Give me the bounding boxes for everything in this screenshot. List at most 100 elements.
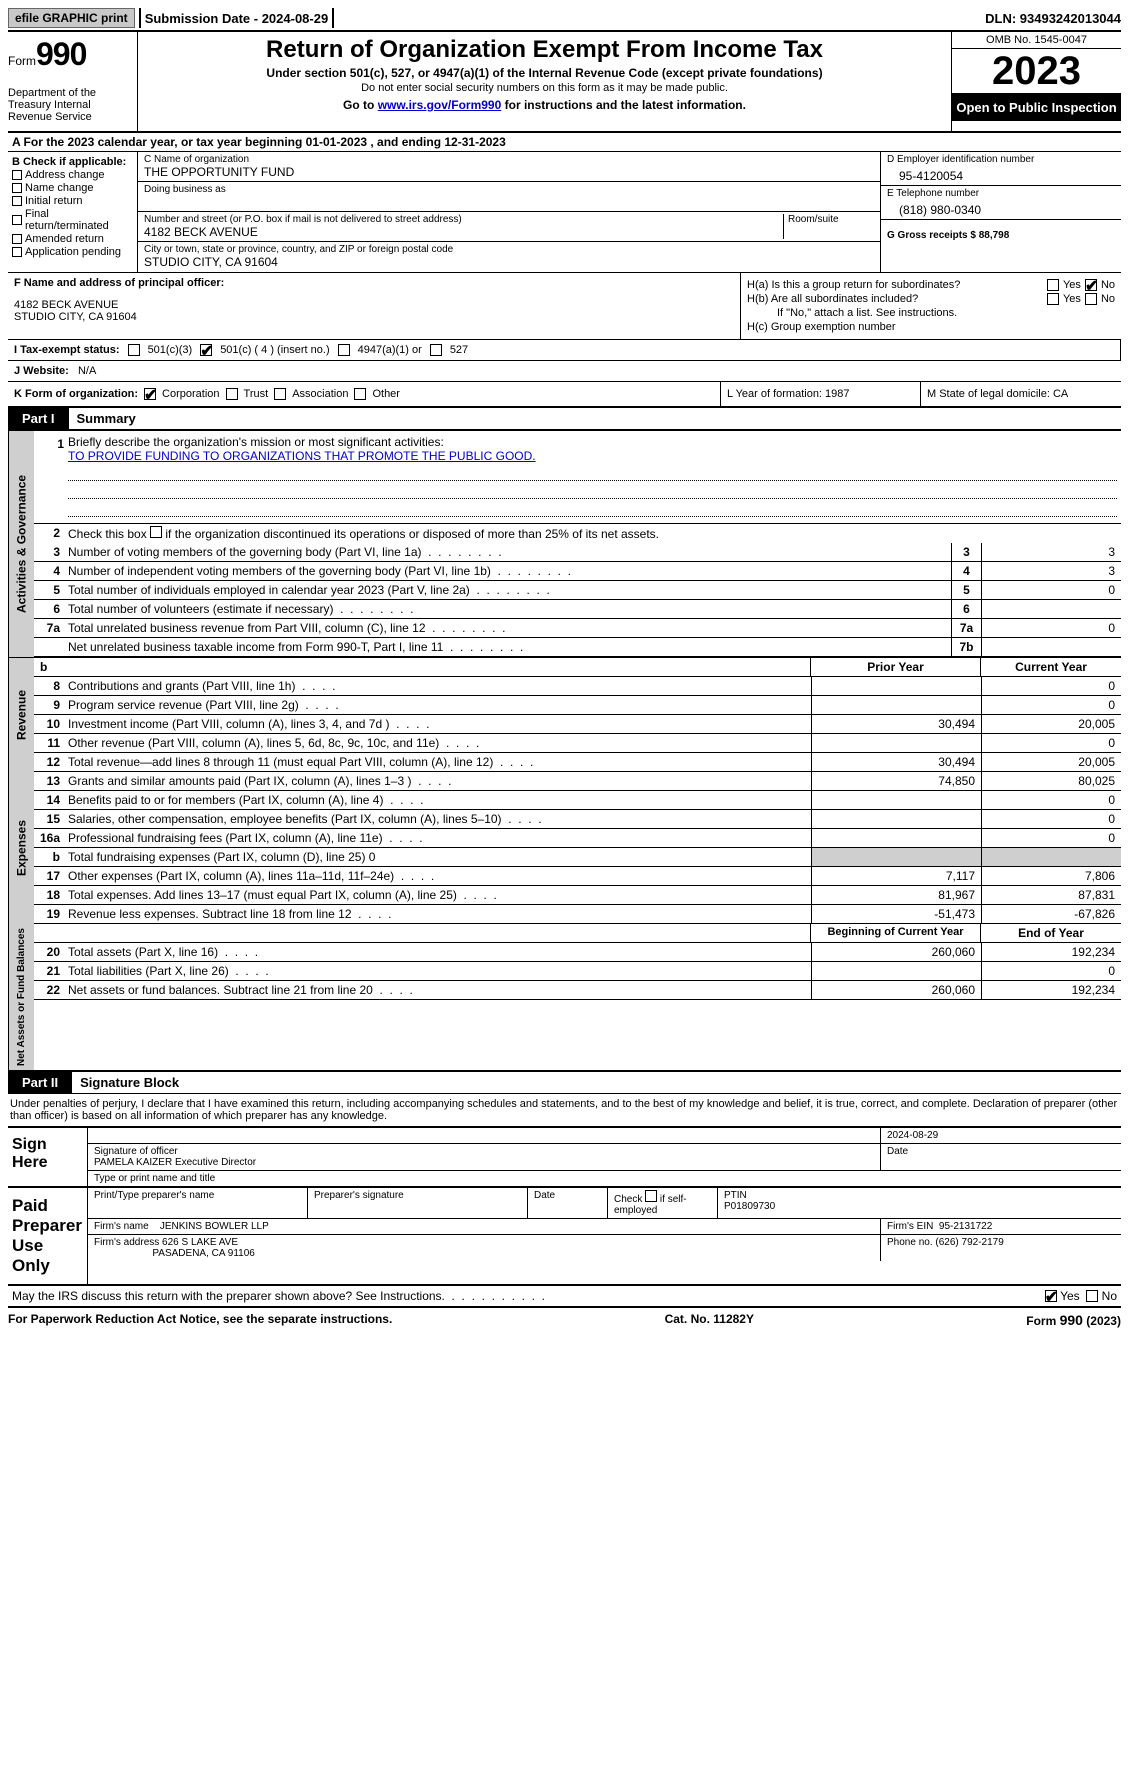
line-value: 3 bbox=[981, 562, 1121, 580]
data-line: 20Total assets (Part X, line 16) . . . .… bbox=[34, 943, 1121, 962]
prior-value: 260,060 bbox=[811, 943, 981, 961]
data-line: 10Investment income (Part VIII, column (… bbox=[34, 715, 1121, 734]
prior-value bbox=[811, 829, 981, 847]
state-domicile: M State of legal domicile: CA bbox=[921, 382, 1121, 406]
checkbox-icon[interactable] bbox=[12, 183, 22, 193]
prior-value: 7,117 bbox=[811, 867, 981, 885]
efile-button[interactable]: efile GRAPHIC print bbox=[8, 8, 135, 28]
summary-line: 4Number of independent voting members of… bbox=[34, 562, 1121, 581]
4947-checkbox[interactable] bbox=[338, 344, 350, 356]
assoc-checkbox[interactable] bbox=[274, 388, 286, 400]
summary-line: 7aTotal unrelated business revenue from … bbox=[34, 619, 1121, 638]
current-value: 87,831 bbox=[981, 886, 1121, 904]
row-i: I Tax-exempt status: 501(c)(3) 501(c) ( … bbox=[8, 340, 1121, 361]
data-line: 21Total liabilities (Part X, line 26) . … bbox=[34, 962, 1121, 981]
data-line: 9Program service revenue (Part VIII, lin… bbox=[34, 696, 1121, 715]
signature-intro: Under penalties of perjury, I declare th… bbox=[8, 1094, 1121, 1128]
hb-yes-checkbox[interactable] bbox=[1047, 293, 1059, 305]
hb-no-checkbox[interactable] bbox=[1085, 293, 1097, 305]
vtab-netassets: Net Assets or Fund Balances bbox=[8, 924, 34, 1070]
current-value: 20,005 bbox=[981, 753, 1121, 771]
summary-line: 3Number of voting members of the governi… bbox=[34, 543, 1121, 562]
prior-value: 30,494 bbox=[811, 715, 981, 733]
prior-value bbox=[811, 677, 981, 695]
current-value: 0 bbox=[981, 677, 1121, 695]
form-subtitle: Under section 501(c), 527, or 4947(a)(1)… bbox=[146, 66, 943, 80]
current-value: -67,826 bbox=[981, 905, 1121, 923]
prior-value: -51,473 bbox=[811, 905, 981, 923]
mission-text: TO PROVIDE FUNDING TO ORGANIZATIONS THAT… bbox=[68, 449, 1117, 463]
current-value: 0 bbox=[981, 696, 1121, 714]
data-line: 13Grants and similar amounts paid (Part … bbox=[34, 772, 1121, 791]
prior-value bbox=[811, 962, 981, 980]
col-c-org: C Name of organization THE OPPORTUNITY F… bbox=[138, 152, 881, 272]
data-line: 14Benefits paid to or for members (Part … bbox=[34, 791, 1121, 810]
line2-checkbox[interactable] bbox=[150, 526, 162, 538]
current-value: 0 bbox=[981, 810, 1121, 828]
summary-netassets: Net Assets or Fund Balances Beginning of… bbox=[8, 924, 1121, 1072]
row-klm: K Form of organization: Corporation Trus… bbox=[8, 382, 1121, 408]
checkbox-icon[interactable] bbox=[12, 234, 22, 244]
checkbox-icon[interactable] bbox=[12, 215, 22, 225]
checkbox-row: Application pending bbox=[12, 246, 133, 258]
self-employed-checkbox[interactable] bbox=[645, 1190, 657, 1202]
fh-section: F Name and address of principal officer:… bbox=[8, 273, 1121, 340]
527-checkbox[interactable] bbox=[430, 344, 442, 356]
phone: (818) 980-0340 bbox=[887, 199, 1115, 217]
submission-date: Submission Date - 2024-08-29 bbox=[145, 11, 329, 26]
data-line: bTotal fundraising expenses (Part IX, co… bbox=[34, 848, 1121, 867]
discuss-row: May the IRS discuss this return with the… bbox=[8, 1286, 1121, 1308]
prior-value bbox=[811, 696, 981, 714]
org-name: THE OPPORTUNITY FUND bbox=[144, 165, 874, 179]
prior-value bbox=[811, 791, 981, 809]
irs-link[interactable]: www.irs.gov/Form990 bbox=[378, 98, 502, 112]
summary-governance: Activities & Governance 1 Briefly descri… bbox=[8, 430, 1121, 657]
line-value: 0 bbox=[981, 619, 1121, 637]
form-header: Form990 Department of the Treasury Inter… bbox=[8, 32, 1121, 133]
summary-line: 5Total number of individuals employed in… bbox=[34, 581, 1121, 600]
corp-checkbox[interactable] bbox=[144, 388, 156, 400]
data-line: 19Revenue less expenses. Subtract line 1… bbox=[34, 905, 1121, 924]
firm-name: JENKINS BOWLER LLP bbox=[160, 1221, 269, 1232]
discuss-no-checkbox[interactable] bbox=[1086, 1290, 1098, 1302]
dln: DLN: 93493242013044 bbox=[985, 11, 1121, 26]
other-checkbox[interactable] bbox=[354, 388, 366, 400]
prior-value: 81,967 bbox=[811, 886, 981, 904]
501c-checkbox[interactable] bbox=[200, 344, 212, 356]
ha-no-checkbox[interactable] bbox=[1085, 279, 1097, 291]
current-value bbox=[981, 848, 1121, 866]
data-line: 15Salaries, other compensation, employee… bbox=[34, 810, 1121, 829]
street-address: 4182 BECK AVENUE bbox=[144, 225, 779, 239]
part2-header: Part II Signature Block bbox=[8, 1072, 1121, 1094]
year-formation: L Year of formation: 1987 bbox=[721, 382, 921, 406]
firm-phone: (626) 792-2179 bbox=[935, 1237, 1003, 1248]
checkbox-icon[interactable] bbox=[12, 170, 22, 180]
vtab-governance: Activities & Governance bbox=[8, 431, 34, 657]
gross-receipts: G Gross receipts $ 88,798 bbox=[887, 230, 1115, 241]
discuss-yes-checkbox[interactable] bbox=[1045, 1290, 1057, 1302]
officer-name: PAMELA KAIZER Executive Director bbox=[94, 1157, 874, 1168]
data-line: 12Total revenue—add lines 8 through 11 (… bbox=[34, 753, 1121, 772]
paid-preparer-block: Paid Preparer Use Only Print/Type prepar… bbox=[8, 1188, 1121, 1286]
checkbox-row: Initial return bbox=[12, 195, 133, 207]
page-footer: For Paperwork Reduction Act Notice, see … bbox=[8, 1308, 1121, 1328]
prior-value: 74,850 bbox=[811, 772, 981, 790]
ha-yes-checkbox[interactable] bbox=[1047, 279, 1059, 291]
checkbox-icon[interactable] bbox=[12, 247, 22, 257]
current-value: 0 bbox=[981, 791, 1121, 809]
checkbox-row: Name change bbox=[12, 182, 133, 194]
checkbox-icon[interactable] bbox=[12, 196, 22, 206]
vtab-revenue: Revenue bbox=[8, 658, 34, 772]
501c3-checkbox[interactable] bbox=[128, 344, 140, 356]
current-value: 20,005 bbox=[981, 715, 1121, 733]
prior-value bbox=[811, 734, 981, 752]
goto-line: Go to www.irs.gov/Form990 for instructio… bbox=[146, 98, 943, 112]
prior-value bbox=[811, 848, 981, 866]
prior-value bbox=[811, 810, 981, 828]
current-value: 192,234 bbox=[981, 981, 1121, 999]
sig-date: 2024-08-29 bbox=[881, 1128, 1121, 1143]
current-value: 7,806 bbox=[981, 867, 1121, 885]
prior-value: 260,060 bbox=[811, 981, 981, 999]
current-value: 0 bbox=[981, 829, 1121, 847]
trust-checkbox[interactable] bbox=[226, 388, 238, 400]
